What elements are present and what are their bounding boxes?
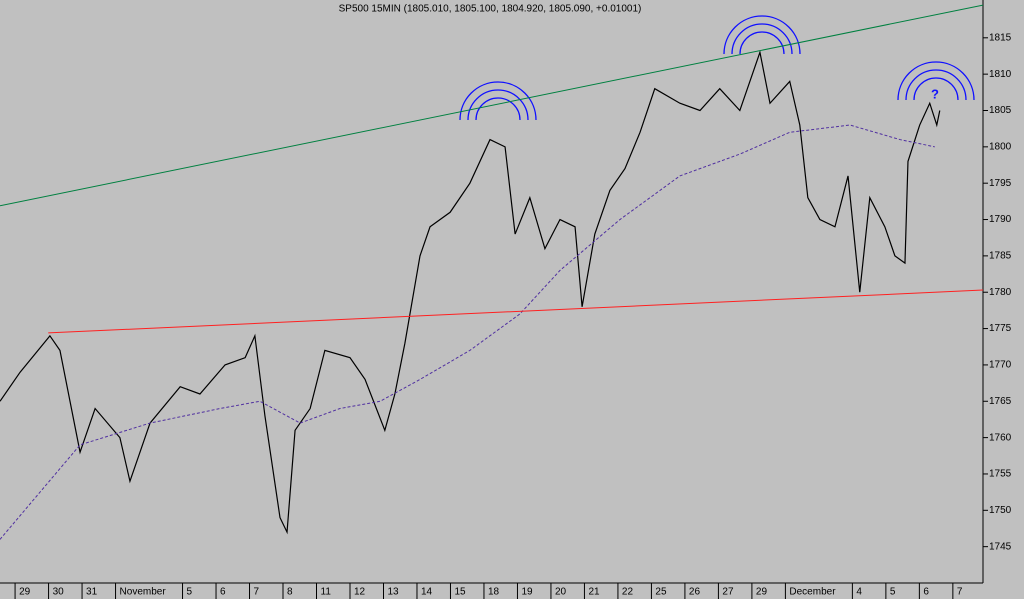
x-tick-label: November [120,587,167,598]
top-arc [723,15,801,55]
x-tick-label: 15 [454,587,466,598]
x-tick-label: 29 [756,587,768,598]
x-tick-label: 27 [722,587,734,598]
x-tick-label: 12 [354,587,366,598]
y-tick-label: 1810 [989,69,1012,80]
y-tick-label: 1815 [989,32,1012,43]
y-tick-label: 1805 [989,105,1012,116]
series-line [0,50,941,535]
y-tick-label: 1765 [989,396,1012,407]
y-tick-label: 1790 [989,214,1012,225]
x-tick-label: 7 [254,587,260,598]
y-tick-label: 1760 [989,432,1012,443]
y-tick-label: 1775 [989,323,1012,334]
x-tick-label: 22 [622,587,634,598]
series-line [0,4,984,207]
y-tick-label: 1800 [989,141,1012,152]
x-tick-label: 25 [655,587,667,598]
x-tick-label: 14 [421,587,433,598]
top-arc [459,81,537,121]
x-tick-label: 6 [220,587,226,598]
x-tick-label: 29 [19,587,31,598]
x-tick-label: 5 [890,587,896,598]
x-tick-label: 11 [321,587,332,598]
x-tick-label: 19 [521,587,533,598]
x-tick-label: 6 [923,587,929,598]
x-tick-label: 13 [387,587,399,598]
x-tick-label: 18 [488,587,500,598]
annotation: ? [931,86,939,101]
arc-group [459,15,975,121]
chart-title: SP500 15MIN (1805.010, 1805.100, 1804.92… [339,4,642,15]
x-tick-label: 7 [957,587,963,598]
y-tick-label: 1795 [989,178,1012,189]
x-tick-label: 31 [86,587,98,598]
x-tick-label: 4 [856,587,862,598]
x-tick-label: 20 [555,587,567,598]
x-tick-label: 5 [187,587,193,598]
x-tick-label: 8 [287,587,293,598]
top-arc [897,61,975,101]
y-tick-label: 1785 [989,251,1012,262]
series-line [48,289,984,334]
y-tick-label: 1770 [989,360,1012,371]
x-tick-label: December [789,587,836,598]
series-line [0,124,935,540]
x-tick-label: 26 [689,587,701,598]
x-tick-label: 30 [53,587,65,598]
x-tick-label: 21 [588,587,600,598]
y-tick-label: 1750 [989,505,1012,516]
y-tick-label: 1745 [989,541,1012,552]
y-tick-label: 1755 [989,469,1012,480]
y-tick-label: 1780 [989,287,1012,298]
